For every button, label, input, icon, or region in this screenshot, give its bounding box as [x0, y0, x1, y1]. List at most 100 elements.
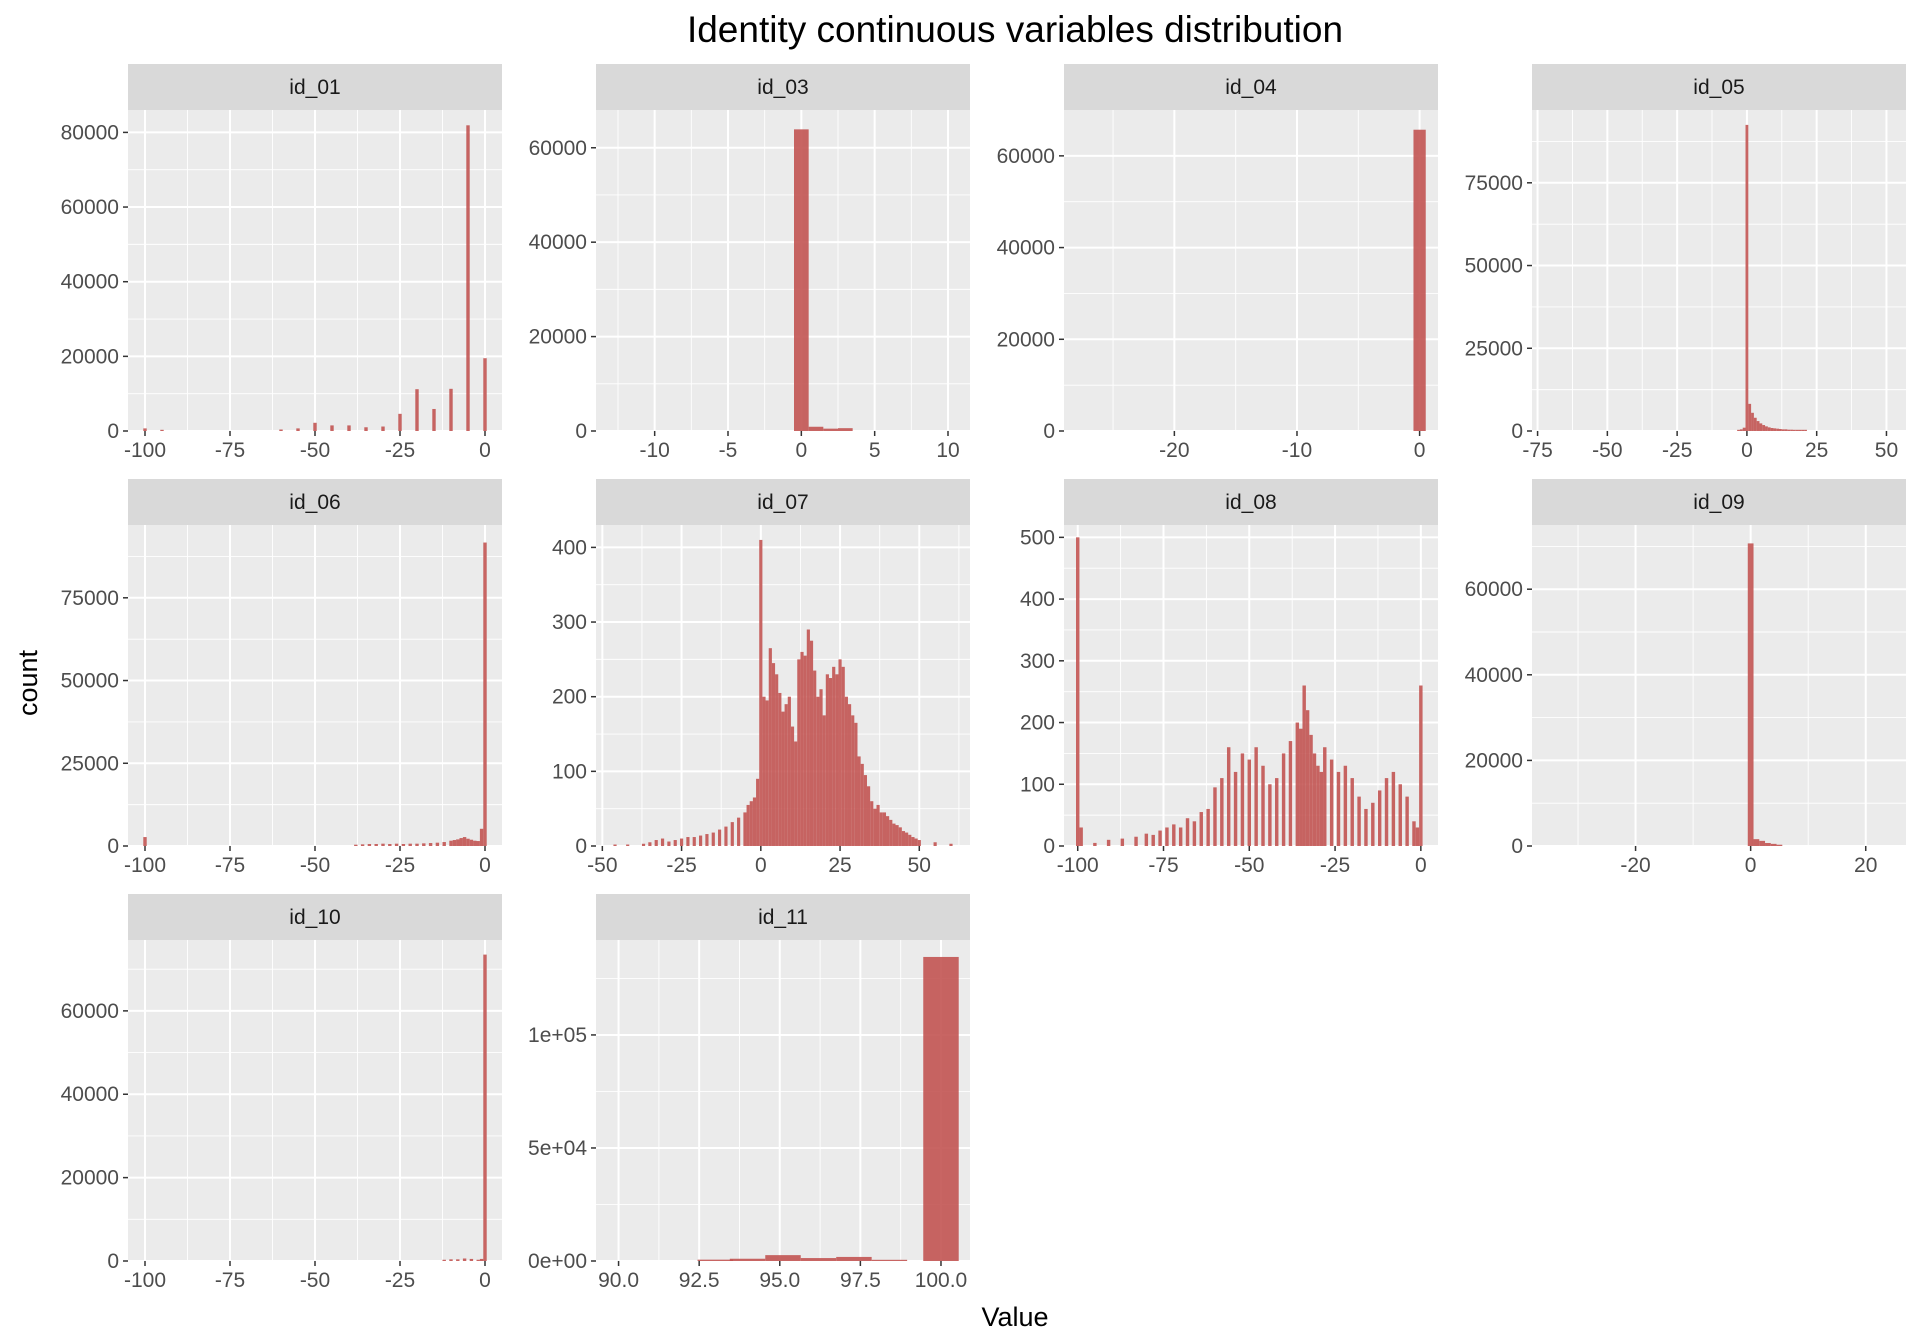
histogram-bar — [374, 844, 378, 846]
x-tick-label: 0 — [1415, 854, 1427, 877]
facet-label: id_08 — [1225, 491, 1276, 514]
facet-id_01: id_01 -100 -75 -50 -25 0 0 20000 40000 60000 80000 — [61, 64, 502, 462]
histogram-bar — [686, 837, 690, 846]
histogram-bar — [1765, 843, 1771, 846]
histogram-bar — [809, 640, 814, 846]
x-tick-label: -5 — [719, 439, 738, 462]
histogram-bar — [1295, 722, 1300, 846]
histogram-bar — [442, 1259, 446, 1261]
histogram-bar — [790, 726, 795, 846]
histogram-bar — [905, 832, 909, 846]
histogram-bar — [1275, 778, 1279, 846]
y-tick-label: 5e+04 — [528, 1137, 587, 1160]
histogram-bar — [762, 696, 766, 846]
x-tick-label: -50 — [300, 854, 330, 877]
histogram-bar — [1779, 429, 1782, 431]
histogram-bar — [360, 844, 365, 846]
histogram-bar — [749, 801, 753, 846]
x-tick-label: -100 — [1057, 854, 1099, 877]
histogram-bar — [1765, 426, 1768, 431]
histogram-bar — [143, 428, 147, 431]
histogram-bar — [1226, 747, 1231, 846]
histogram-bar — [1751, 412, 1754, 431]
histogram-bar — [641, 843, 646, 846]
histogram-bar — [1377, 790, 1382, 846]
histogram-bar — [367, 844, 372, 846]
histogram-bar — [1748, 403, 1752, 431]
histogram-bar — [1309, 734, 1313, 846]
histogram-bar — [923, 956, 959, 1261]
x-tick-label: -100 — [124, 1269, 166, 1292]
x-tick-label: -50 — [1592, 439, 1622, 462]
facet-id_05: id_05 -75 -50 -25 0 25 50 0 25000 50000 75000 — [1465, 64, 1906, 462]
facet-id_04: id_04 -20 -10 0 0 20000 40000 60000 — [997, 64, 1438, 462]
histogram-bar — [876, 804, 880, 846]
histogram-bar — [835, 674, 839, 846]
histogram-bar — [432, 408, 436, 431]
histogram-bar — [1151, 834, 1155, 846]
y-tick-label: 25000 — [61, 752, 119, 775]
histogram-bar — [388, 844, 392, 846]
chart-title: Identity continuous variables distributi… — [687, 9, 1343, 50]
histogram-bar — [1759, 423, 1763, 431]
histogram-bar — [800, 1258, 837, 1261]
histogram-bar — [854, 722, 858, 846]
histogram-bar — [1261, 765, 1265, 846]
histogram-bar — [949, 843, 953, 846]
histogram-bar — [1233, 771, 1238, 846]
histogram-bar — [879, 812, 883, 846]
y-tick-label: 0 — [575, 420, 587, 443]
histogram-bar — [466, 125, 470, 431]
facet-id_09: id_09 -20 0 20 0 20000 40000 60000 — [1465, 479, 1906, 877]
facet-panels: id_01-100 -75 -50 -25 0020000400006000080000… — [61, 64, 1906, 1292]
histogram-bar — [768, 648, 772, 846]
histogram-bar — [1398, 784, 1402, 846]
x-tick-label: -25 — [385, 854, 415, 877]
histogram-bar — [1213, 787, 1217, 846]
y-tick-label: 0 — [1043, 420, 1055, 443]
y-tick-label: 25000 — [1465, 337, 1523, 360]
histogram-bar — [1795, 429, 1799, 431]
histogram-bar — [808, 426, 824, 431]
y-tick-label: 20000 — [61, 345, 119, 368]
histogram-bar — [1756, 421, 1760, 431]
histogram-bar — [1413, 129, 1426, 431]
y-tick-label: 0 — [1511, 835, 1523, 858]
y-tick-label: 60000 — [61, 196, 119, 219]
facet-strip — [596, 894, 970, 940]
x-tick-label: 97.5 — [840, 1269, 881, 1292]
histogram-bar — [1299, 728, 1303, 846]
histogram-bar — [746, 804, 750, 846]
histogram-bar — [483, 542, 487, 846]
y-axis-title: count — [13, 649, 43, 716]
histogram-bar — [673, 840, 677, 846]
histogram-bar — [1305, 710, 1310, 846]
histogram-bar — [1384, 778, 1389, 846]
histogram-bar — [1357, 796, 1361, 846]
y-tick-label: 50000 — [1465, 255, 1523, 278]
x-tick-label: 10 — [936, 439, 959, 462]
histogram-bar — [1220, 778, 1224, 846]
y-tick-label: 0 — [107, 1250, 119, 1273]
histogram-bar — [1185, 818, 1190, 846]
histogram-bar — [330, 425, 334, 431]
histogram-bar — [1753, 839, 1760, 846]
histogram-bar — [462, 837, 467, 846]
y-tick-label: 75000 — [61, 587, 119, 610]
histogram-bar — [841, 666, 845, 846]
histogram-bar — [1737, 429, 1740, 431]
y-tick-label: 60000 — [1465, 578, 1523, 601]
facet-id_03: id_03 -10 -5 0 5 10 0 20000 40000 60000 — [529, 64, 970, 462]
histogram-bar — [1792, 429, 1796, 431]
histogram-bar — [711, 832, 715, 846]
histogram-bar — [819, 689, 823, 846]
histogram-bar — [1770, 843, 1777, 846]
histogram-bar — [1739, 429, 1743, 431]
histogram-bar — [479, 1258, 484, 1261]
histogram-bar — [860, 763, 864, 846]
histogram-bar — [816, 696, 820, 846]
histogram-bar — [1787, 429, 1791, 431]
histogram-bar — [838, 428, 853, 431]
histogram-bar — [428, 843, 433, 846]
histogram-bar — [813, 670, 817, 846]
